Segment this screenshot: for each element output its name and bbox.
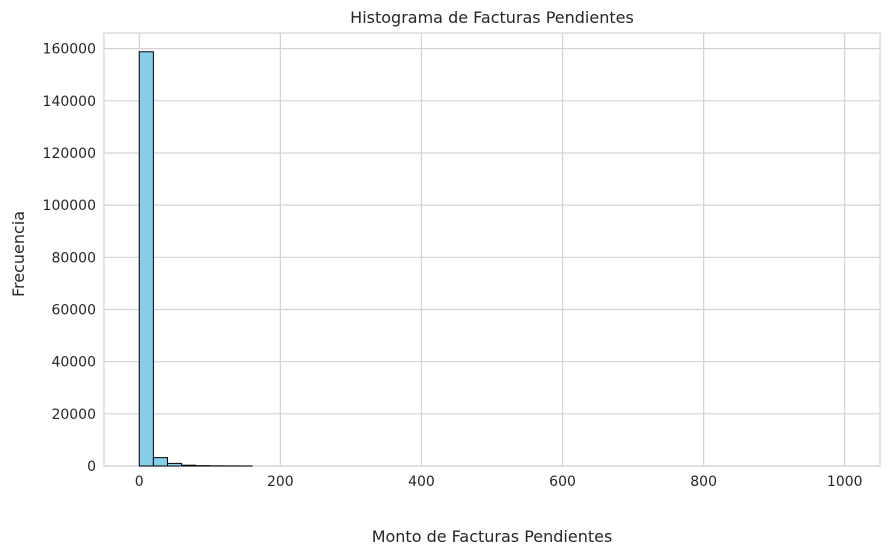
- y-tick-label: 40000: [51, 355, 96, 371]
- y-tick-label: 140000: [43, 94, 96, 110]
- histogram-bar: [152, 457, 168, 467]
- plot-frame: [103, 32, 881, 467]
- x-tick-label: 200: [267, 474, 294, 490]
- x-tick-label: 0: [135, 474, 144, 490]
- histogram-bars: [138, 51, 253, 467]
- y-tick-label: 160000: [43, 42, 96, 58]
- y-axis-ticks: 0 20000 40000 60000 80000 100000 120000 140000 1…: [43, 42, 96, 475]
- x-axis-ticks: 0 200 400 600 800 1000: [135, 474, 863, 490]
- x-tick-label: 1000: [827, 474, 863, 490]
- grid-lines: [103, 32, 881, 467]
- y-tick-label: 60000: [51, 302, 96, 318]
- x-axis-title: Monto de Facturas Pendientes: [372, 527, 613, 546]
- y-tick-label: 20000: [51, 407, 96, 423]
- y-tick-label: 120000: [43, 146, 96, 162]
- x-tick-label: 800: [690, 474, 717, 490]
- y-axis-title: Frecuencia: [9, 211, 28, 297]
- histogram-bar: [181, 464, 197, 467]
- x-tick-label: 600: [549, 474, 576, 490]
- chart-title: Histograma de Facturas Pendientes: [350, 8, 634, 27]
- x-tick-label: 400: [408, 474, 435, 490]
- y-tick-label: 100000: [43, 198, 96, 214]
- y-tick-label: 80000: [51, 250, 96, 266]
- histogram-bar: [166, 462, 183, 467]
- y-tick-label: 0: [87, 459, 96, 475]
- histogram-bar: [138, 51, 154, 467]
